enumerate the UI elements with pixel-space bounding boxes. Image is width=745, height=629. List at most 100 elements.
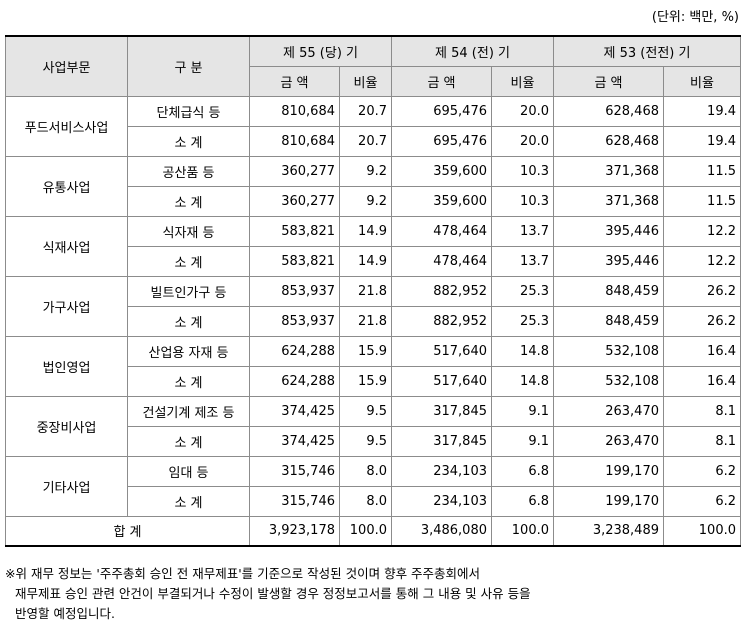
- amount-cell: 317,845: [391, 425, 492, 457]
- total-cell: 3,238,489: [553, 515, 664, 547]
- footnote-line: 재무제표 승인 관련 안건이 부결되거나 수정이 발생할 경우 정정보고서를 통…: [15, 586, 531, 601]
- amount-cell: 359,600: [391, 185, 492, 217]
- amount-cell: 517,640: [391, 365, 492, 397]
- subtotal-row: 소 계 810,684 20.7 695,476 20.0 628,468 19.4: [6, 125, 741, 157]
- header-ratio: 비율: [491, 65, 554, 97]
- ratio-cell: 6.2: [663, 455, 741, 487]
- ratio-cell: 21.8: [339, 305, 392, 337]
- ratio-cell: 19.4: [663, 125, 741, 157]
- segment-name: 중장비사업: [5, 395, 128, 457]
- footnote-line: 반영할 예정입니다.: [15, 606, 115, 621]
- amount-cell: 478,464: [391, 245, 492, 277]
- category-label: 소 계: [127, 425, 250, 457]
- ratio-cell: 11.5: [663, 185, 741, 217]
- amount-cell: 810,684: [249, 125, 340, 157]
- ratio-cell: 20.7: [339, 95, 392, 127]
- amount-cell: 395,446: [553, 245, 664, 277]
- ratio-cell: 10.3: [491, 185, 554, 217]
- category-label: 식자재 등: [127, 215, 250, 247]
- amount-cell: 359,600: [391, 155, 492, 187]
- total-cell: 100.0: [663, 515, 741, 547]
- ratio-cell: 12.2: [663, 245, 741, 277]
- unit-label: (단위: 백만, %): [651, 10, 739, 25]
- amount-cell: 317,845: [391, 395, 492, 427]
- amount-cell: 315,746: [249, 455, 340, 487]
- ratio-cell: 9.1: [491, 395, 554, 427]
- amount-cell: 853,937: [249, 305, 340, 337]
- table-row: 기타사업 임대 등 315,746 8.0 234,103 6.8 199,170 6.2: [5, 455, 741, 517]
- amount-cell: 810,684: [249, 95, 340, 127]
- amount-cell: 374,425: [249, 395, 340, 427]
- header-ratio: 비율: [663, 65, 741, 97]
- header-segment: 사업부문: [5, 35, 128, 97]
- amount-cell: 374,425: [249, 425, 340, 457]
- amount-cell: 199,170: [553, 485, 664, 517]
- amount-cell: 371,368: [553, 185, 664, 217]
- amount-cell: 199,170: [553, 455, 664, 487]
- total-row: 합 계 3,923,178 100.0 3,486,080 100.0 3,23…: [5, 515, 741, 547]
- amount-cell: 624,288: [249, 365, 340, 397]
- segment-name: 식재사업: [5, 215, 128, 277]
- total-cell: 100.0: [491, 515, 554, 547]
- amount-cell: 583,821: [249, 215, 340, 247]
- amount-cell: 695,476: [391, 125, 492, 157]
- subtotal-row: 소 계 853,937 21.8 882,952 25.3 848,459 26.2: [6, 305, 741, 337]
- amount-cell: 848,459: [553, 305, 664, 337]
- category-label: 소 계: [127, 485, 250, 517]
- ratio-cell: 25.3: [491, 305, 554, 337]
- subtotal-row: 소 계 360,277 9.2 359,600 10.3 371,368 11.5: [6, 185, 741, 217]
- segment-name: 법인영업: [5, 335, 128, 397]
- ratio-cell: 19.4: [663, 95, 741, 127]
- ratio-cell: 26.2: [663, 305, 741, 337]
- header-ratio: 비율: [339, 65, 392, 97]
- segment-name: 기타사업: [5, 455, 128, 517]
- footnote-line: ※위 재무 정보는 '주주총회 승인 전 재무제표'를 기준으로 작성된 것이며…: [5, 566, 481, 581]
- subtotal-row: 소 계 315,746 8.0 234,103 6.8 199,170 6.2: [6, 485, 741, 517]
- amount-cell: 532,108: [553, 335, 664, 367]
- amount-cell: 234,103: [391, 485, 492, 517]
- ratio-cell: 13.7: [491, 245, 554, 277]
- amount-cell: 695,476: [391, 95, 492, 127]
- ratio-cell: 26.2: [663, 275, 741, 307]
- ratio-cell: 14.9: [339, 245, 392, 277]
- header-period-55: 제 55 (당) 기: [249, 35, 392, 67]
- header-amount: 금 액: [391, 65, 492, 97]
- category-label: 임대 등: [127, 455, 250, 487]
- header-category: 구 분: [127, 35, 250, 97]
- ratio-cell: 8.0: [339, 455, 392, 487]
- table-row: 식재사업 식자재 등 583,821 14.9 478,464 13.7 395,446 12…: [5, 215, 741, 277]
- amount-cell: 360,277: [249, 155, 340, 187]
- amount-cell: 360,277: [249, 185, 340, 217]
- total-cell: 3,923,178: [249, 515, 340, 547]
- amount-cell: 628,468: [553, 125, 664, 157]
- ratio-cell: 10.3: [491, 155, 554, 187]
- header-amount: 금 액: [553, 65, 664, 97]
- ratio-cell: 6.8: [491, 455, 554, 487]
- table-row: 유통사업 공산품 등 360,277 9.2 359,600 10.3 371,368 11.…: [5, 155, 741, 217]
- ratio-cell: 15.9: [339, 365, 392, 397]
- ratio-cell: 12.2: [663, 215, 741, 247]
- category-label: 소 계: [127, 185, 250, 217]
- table-row: 푸드서비스사업 단체급식 등 810,684 20.7 695,476 20.0 628,4…: [5, 95, 741, 157]
- total-cell: 3,486,080: [391, 515, 492, 547]
- ratio-cell: 6.2: [663, 485, 741, 517]
- amount-cell: 315,746: [249, 485, 340, 517]
- table-row: 중장비사업 건설기계 제조 등 374,425 9.5 317,845 9.1 263,47…: [5, 395, 741, 457]
- ratio-cell: 9.5: [339, 425, 392, 457]
- header-period-54: 제 54 (전) 기: [391, 35, 554, 67]
- ratio-cell: 16.4: [663, 335, 741, 367]
- ratio-cell: 13.7: [491, 215, 554, 247]
- amount-cell: 628,468: [553, 95, 664, 127]
- segment-name: 유통사업: [5, 155, 128, 217]
- ratio-cell: 11.5: [663, 155, 741, 187]
- category-label: 공산품 등: [127, 155, 250, 187]
- table-body: 푸드서비스사업 단체급식 등 810,684 20.7 695,476 20.0 628,4…: [5, 95, 741, 547]
- segment-name: 가구사업: [5, 275, 128, 337]
- table-row: 법인영업 산업용 자재 등 624,288 15.9 517,640 14.8 532,10…: [5, 335, 741, 397]
- ratio-cell: 8.0: [339, 485, 392, 517]
- category-label: 단체급식 등: [127, 95, 250, 127]
- ratio-cell: 9.1: [491, 425, 554, 457]
- segment-name: 푸드서비스사업: [5, 95, 128, 157]
- ratio-cell: 8.1: [663, 395, 741, 427]
- total-label: 합 계: [5, 515, 250, 547]
